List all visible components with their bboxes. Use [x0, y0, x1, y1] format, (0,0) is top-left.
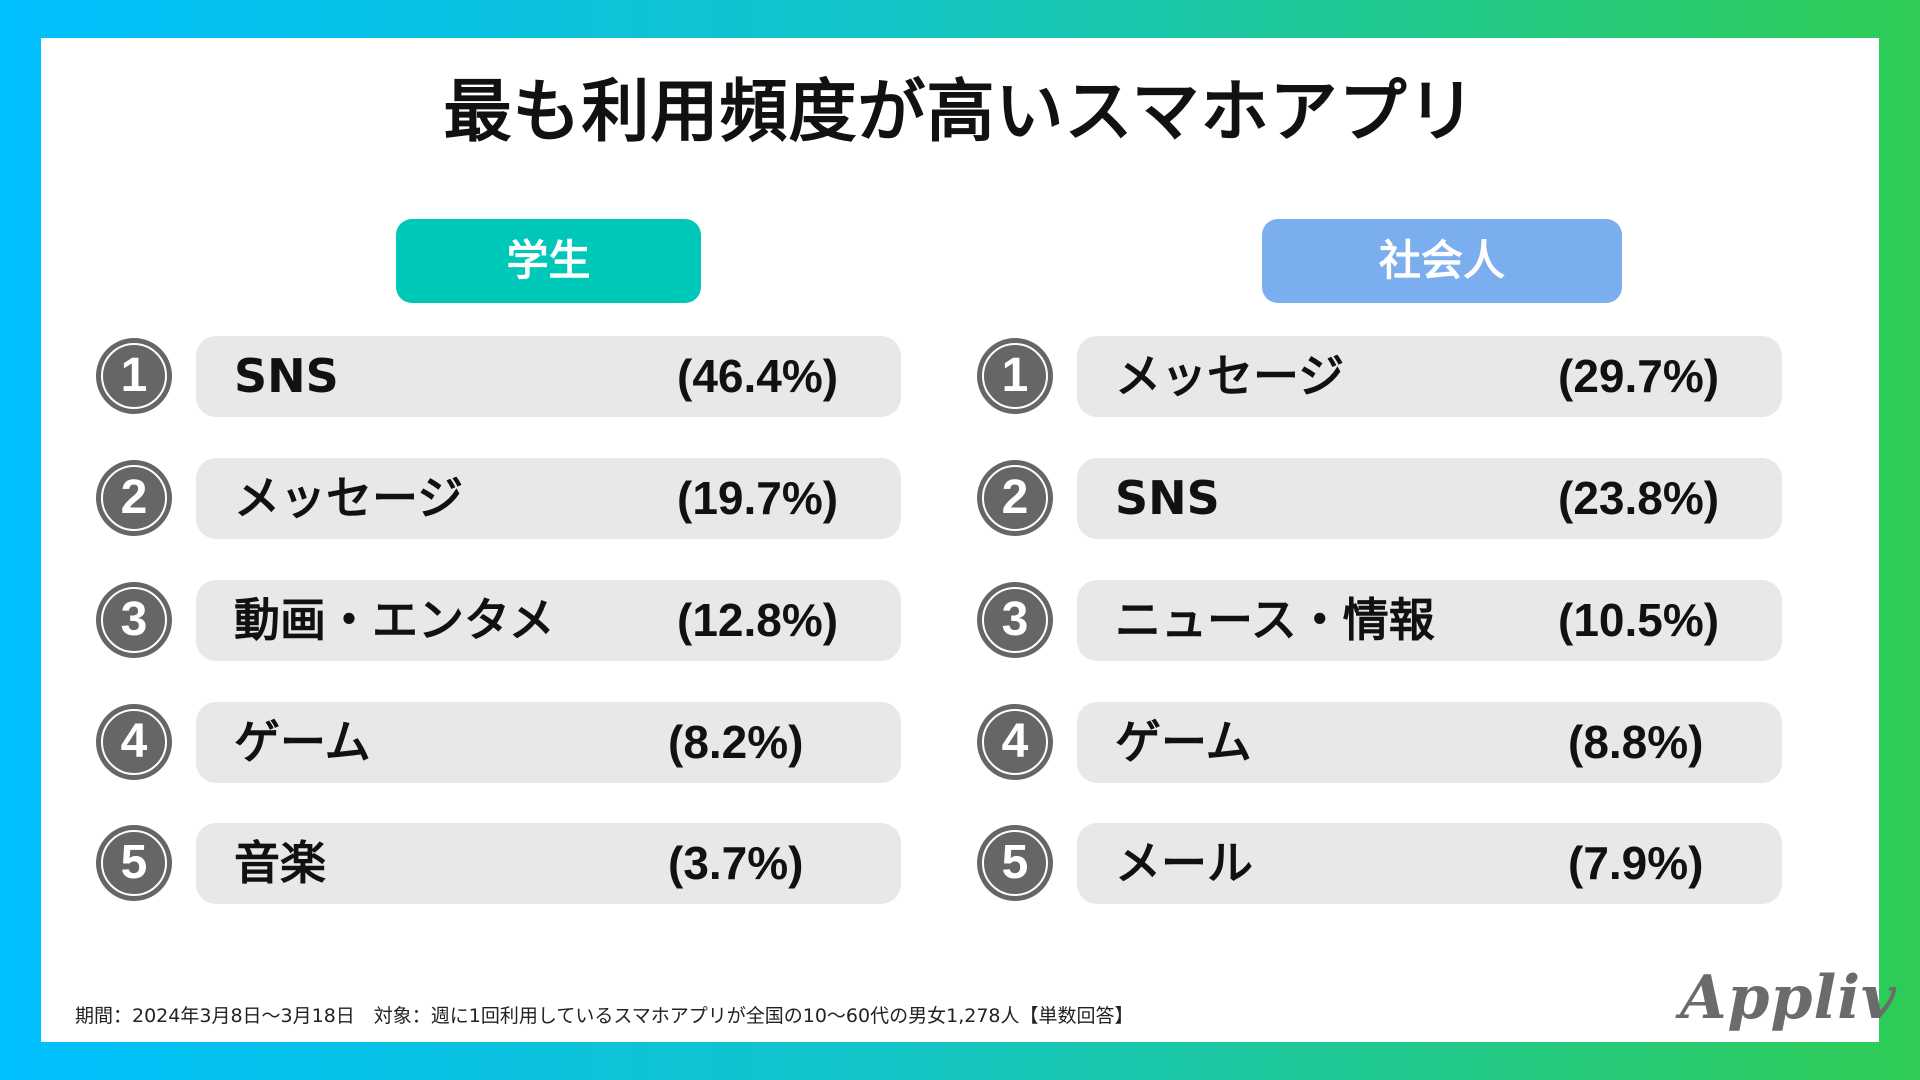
list-item: 動画・エンタメ (12.8%)	[196, 580, 901, 661]
list-item: メッセージ (29.7%)	[1077, 336, 1782, 417]
rank-3-icon: 3	[96, 582, 172, 658]
percent-value: (10.5%)	[1558, 594, 1720, 646]
rank-3-icon: 3	[977, 582, 1053, 658]
rank-number: 4	[120, 715, 148, 768]
rank-number: 4	[1001, 715, 1029, 768]
percent-value: (7.9%)	[1568, 837, 1704, 889]
survey-note: 期間：2024年3月8日〜3月18日 対象：週に1回利用しているスマホアプリが全…	[75, 1005, 1134, 1027]
page-title: 最も利用頻度が高いスマホアプリ	[443, 73, 1477, 152]
percent-value: (19.7%)	[677, 472, 839, 524]
rank-5-icon: 5	[96, 825, 172, 901]
app-category-label: SNS	[234, 349, 339, 403]
app-category-label: 音楽	[234, 836, 326, 890]
percent-value: (8.8%)	[1568, 716, 1704, 768]
percent-value: (23.8%)	[1558, 472, 1720, 524]
app-category-label: SNS	[1115, 471, 1220, 525]
rank-number: 5	[120, 836, 148, 889]
list-item: ニュース・情報 (10.5%)	[1077, 580, 1782, 661]
app-category-label: メール	[1115, 836, 1253, 890]
student-heading-badge: 学生	[396, 219, 701, 303]
app-category-label: ゲーム	[1115, 715, 1252, 769]
percent-value: (8.2%)	[668, 716, 804, 768]
rank-number: 5	[1001, 836, 1029, 889]
list-item: ゲーム (8.2%)	[196, 702, 901, 783]
percent-value: (12.8%)	[677, 594, 839, 646]
app-category-label: メッセージ	[234, 471, 464, 525]
rank-5-icon: 5	[977, 825, 1053, 901]
list-item: ゲーム (8.8%)	[1077, 702, 1782, 783]
rank-number: 1	[1001, 349, 1029, 402]
percent-value: (46.4%)	[677, 350, 839, 402]
rank-4-icon: 4	[977, 704, 1053, 780]
app-category-label: 動画・エンタメ	[234, 593, 555, 647]
rank-4-icon: 4	[96, 704, 172, 780]
rank-number: 3	[1001, 593, 1029, 646]
list-item: 音楽 (3.7%)	[196, 823, 901, 904]
list-item: メッセージ (19.7%)	[196, 458, 901, 539]
rank-number: 1	[120, 349, 148, 402]
list-item: メール (7.9%)	[1077, 823, 1782, 904]
app-category-label: ゲーム	[234, 715, 371, 769]
percent-value: (3.7%)	[668, 837, 804, 889]
percent-value: (29.7%)	[1558, 350, 1720, 402]
rank-number: 2	[120, 471, 148, 524]
app-category-label: メッセージ	[1115, 349, 1345, 403]
rank-2-icon: 2	[96, 460, 172, 536]
app-category-label: ニュース・情報	[1115, 593, 1435, 647]
adult-heading-badge: 社会人	[1262, 219, 1622, 303]
rank-number: 3	[120, 593, 148, 646]
rank-1-icon: 1	[96, 338, 172, 414]
list-item: SNS (23.8%)	[1077, 458, 1782, 539]
list-item: SNS (46.4%)	[196, 336, 901, 417]
rank-2-icon: 2	[977, 460, 1053, 536]
appliv-logo: Appliv	[1680, 963, 1897, 1033]
rank-number: 2	[1001, 471, 1029, 524]
rank-1-icon: 1	[977, 338, 1053, 414]
